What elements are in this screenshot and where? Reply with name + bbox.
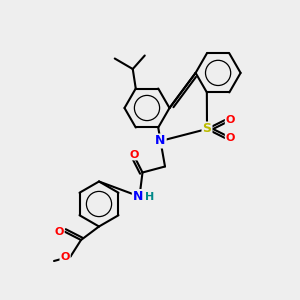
Text: O: O <box>226 133 235 143</box>
Text: N: N <box>155 134 166 148</box>
Text: O: O <box>129 149 139 160</box>
Text: O: O <box>226 115 235 125</box>
Text: N: N <box>133 190 143 203</box>
Text: O: O <box>54 226 64 237</box>
Text: H: H <box>146 191 154 202</box>
Text: O: O <box>60 251 70 262</box>
Text: S: S <box>202 122 211 136</box>
